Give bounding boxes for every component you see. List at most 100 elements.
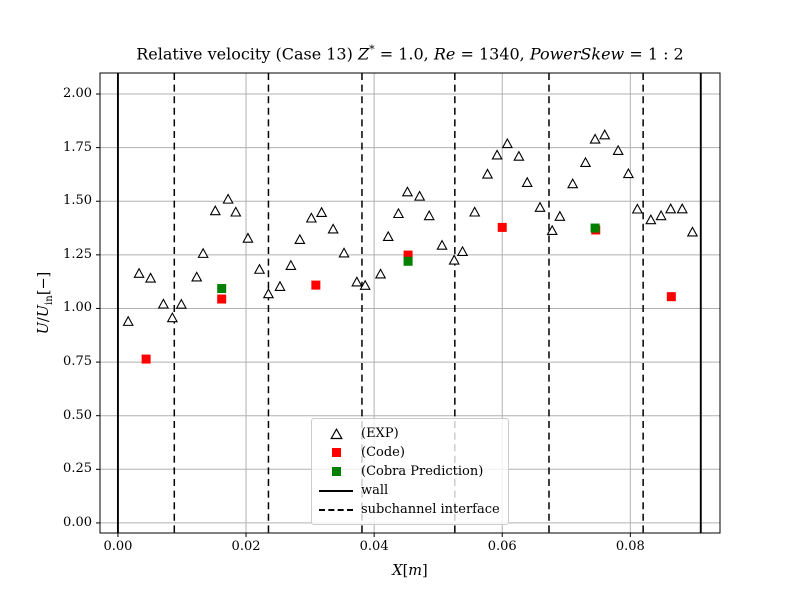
subchannel-line-icon	[319, 508, 353, 511]
exp-data-point	[166, 311, 179, 323]
cobra-data-point	[590, 223, 600, 233]
exp-data-point	[546, 224, 558, 235]
cobra-square-icon	[319, 467, 353, 476]
exp-data-point	[589, 133, 601, 144]
exp-data-point	[554, 210, 566, 221]
legend: (EXP) (Code) (Cobra Prediction) wall sub…	[311, 418, 509, 525]
label-part: Z	[357, 44, 370, 64]
exp-data-point	[338, 247, 350, 258]
exp-data-point	[423, 209, 435, 221]
exp-data-point	[631, 203, 644, 214]
exp-data-point	[491, 149, 503, 160]
exp-data-point	[401, 186, 414, 197]
exp-data-point	[645, 213, 657, 225]
y-tick-label: 1.75	[63, 139, 92, 155]
code-square-icon	[319, 448, 353, 457]
exp-data-point	[599, 129, 611, 140]
code-data-point	[311, 280, 321, 290]
exp-data-point	[144, 272, 157, 283]
exp-data-point	[359, 279, 371, 290]
exp-data-point	[567, 177, 579, 189]
label-part: X	[392, 563, 403, 579]
legend-item-code: (Code)	[319, 443, 502, 462]
exp-data-point	[327, 223, 339, 234]
wall-line-icon	[319, 489, 353, 492]
y-tick-label: 0.00	[63, 514, 92, 530]
label-part: U	[36, 322, 52, 335]
plot-border	[99, 72, 721, 534]
exp-data-point	[513, 150, 525, 161]
code-data-point	[217, 294, 227, 304]
exp-data-point	[686, 226, 699, 237]
label-part: = 1.0,	[374, 44, 434, 64]
x-tick-label: 0.08	[615, 539, 645, 554]
y-tick-label: 2.00	[63, 86, 92, 102]
exp-data-point	[579, 156, 592, 168]
exp-data-point	[222, 193, 234, 204]
y-tick-label: 1.00	[63, 300, 92, 316]
label-part: *	[369, 43, 375, 56]
exp-data-point	[501, 137, 513, 149]
exp-data-point	[382, 230, 394, 241]
exp-data-point	[481, 168, 494, 179]
exp-data-point	[122, 315, 134, 326]
cobra-data-point	[217, 284, 227, 294]
x-axis-label: X[m]	[100, 562, 720, 580]
y-tick-label: 0.75	[63, 354, 92, 370]
x-tick-label: 0.00	[103, 539, 133, 554]
label-part: ]	[422, 563, 428, 579]
exp-triangle-icon	[319, 427, 353, 440]
legend-item-label: (Code)	[361, 445, 405, 460]
exp-data-point	[469, 206, 481, 217]
exp-data-point	[521, 176, 533, 187]
exp-data-point	[448, 254, 460, 265]
label-part: m	[408, 563, 423, 579]
label-part: PowerSkew	[529, 44, 625, 64]
cobra-data-point	[403, 256, 413, 266]
exp-data-point	[305, 212, 317, 223]
x-tick-label: 0.02	[231, 539, 261, 554]
exp-data-point	[436, 239, 448, 250]
label-part: [	[402, 563, 409, 579]
exp-data-point	[230, 206, 242, 217]
exp-data-point	[392, 207, 405, 219]
exp-data-point	[612, 144, 624, 155]
y-tick-label: 1.50	[63, 193, 92, 209]
exp-data-point	[253, 263, 266, 274]
y-tick-label: 1.25	[63, 246, 92, 262]
legend-item-wall: wall	[319, 481, 502, 500]
exp-data-point	[413, 190, 426, 201]
exp-data-point	[374, 268, 387, 279]
exp-data-point	[209, 204, 221, 216]
label-part: = 1340,	[455, 44, 530, 64]
exp-data-point	[534, 201, 546, 212]
code-data-point	[403, 250, 413, 260]
code-data-point	[141, 354, 151, 364]
exp-data-point	[242, 232, 254, 243]
y-tick-label: 0.25	[63, 461, 92, 477]
x-tick-label: 0.06	[487, 539, 517, 554]
exp-data-point	[285, 259, 297, 270]
exp-data-point	[274, 280, 286, 291]
label-part: [−]	[36, 271, 52, 296]
exp-data-point	[191, 271, 203, 282]
legend-item-cobra: (Cobra Prediction)	[319, 462, 502, 481]
exp-data-point	[665, 203, 677, 214]
exp-data-point	[456, 245, 469, 257]
exp-data-point	[622, 167, 635, 179]
legend-item-subchannel: subchannel interface	[319, 500, 502, 519]
label-part: Relative velocity (Case 13)	[136, 44, 358, 64]
legend-item-label: (Cobra Prediction)	[361, 464, 484, 479]
exp-data-point	[133, 267, 145, 278]
exp-data-point	[315, 206, 328, 217]
exp-data-point	[262, 287, 275, 299]
legend-item-label: (EXP)	[361, 426, 399, 441]
exp-data-point	[197, 247, 209, 258]
exp-data-point	[351, 276, 363, 287]
label-part: /	[36, 317, 52, 323]
y-tick-label: 0.50	[63, 407, 92, 423]
x-tick-label: 0.04	[359, 539, 389, 554]
exp-data-point	[676, 203, 688, 214]
